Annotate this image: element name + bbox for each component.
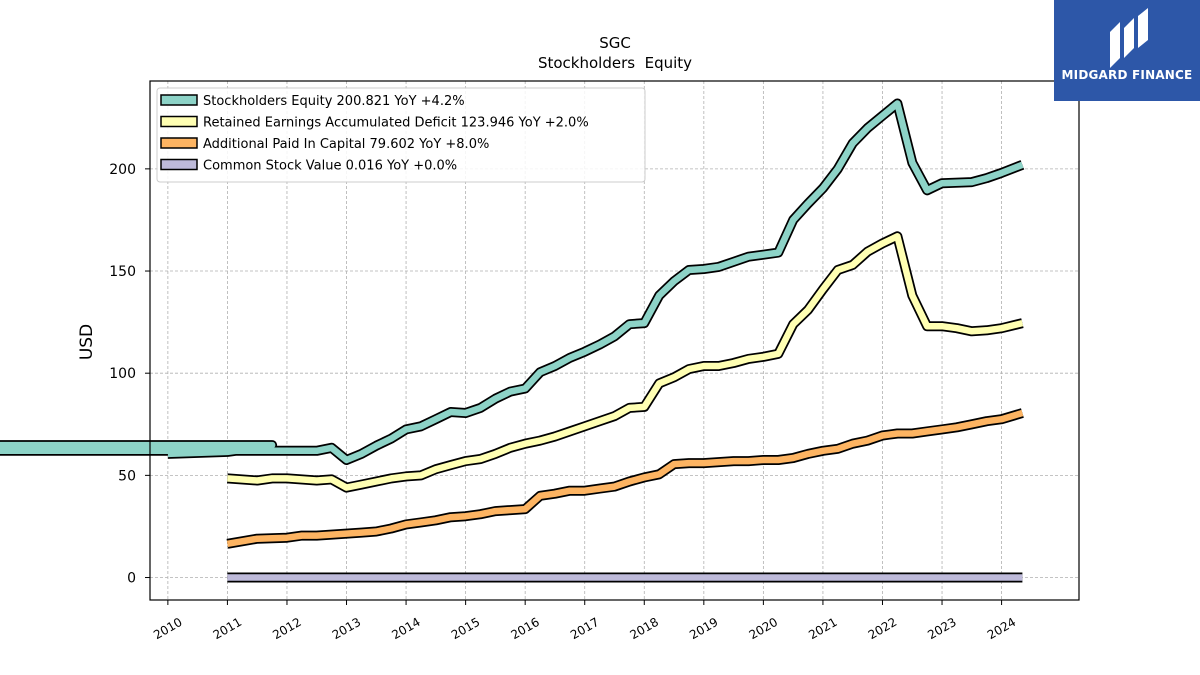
chart-subtitle: Stockholders Equity [538, 54, 692, 72]
x-ticks: 2010 2011 2012 2013 2014 2015 2016 2017 2018 2019… [151, 600, 1018, 642]
legend-entry-1: Retained Earnings Accumulated Deficit 12… [203, 116, 589, 131]
x-tick-label: 2017 [568, 615, 601, 642]
legend-entry-3: Common Stock Value 0.016 YoY +0.0% [203, 159, 457, 174]
x-tick-label: 2024 [985, 615, 1018, 642]
x-tick-label: 2020 [747, 615, 780, 642]
series-line-2 [226, 409, 1024, 548]
x-tick-label: 2012 [270, 615, 303, 642]
legend-swatch [160, 115, 198, 128]
brand-logo: MIDGARD FINANCE [1054, 0, 1200, 101]
legend-swatch [160, 94, 198, 106]
y-tick-label: 100 [109, 366, 136, 382]
series-line-1 [227, 233, 1024, 491]
x-tick-label: 2013 [330, 615, 363, 642]
y-tick-label: 200 [109, 162, 136, 178]
legend-box [156, 87, 646, 183]
series-layer [0, 98, 1025, 583]
legend-entry-0: Stockholders Equity 200.821 YoY +4.2% [203, 94, 465, 109]
y-tick-label: 0 [127, 571, 136, 587]
x-tick-label: 2015 [449, 615, 482, 642]
chart-title: SGC [599, 34, 631, 52]
x-tick-label: 2022 [866, 615, 899, 642]
x-tick-label: 2014 [389, 615, 422, 642]
y-ticks: 0 50 100 150 200 [109, 162, 150, 587]
y-tick-label: 150 [109, 264, 136, 280]
x-tick-label: 2019 [687, 615, 720, 642]
y-tick-label: 50 [118, 468, 136, 484]
x-tick-label: 2010 [151, 615, 184, 642]
plot-frame [149, 80, 1080, 601]
x-tick-label: 2023 [925, 615, 958, 642]
y-axis-label: USD [77, 324, 97, 360]
x-tick-label: 2011 [211, 615, 244, 642]
series-line-0 [0, 100, 1024, 464]
brand-mark-icon [1110, 8, 1148, 68]
brand-name: MIDGARD FINANCE [1061, 68, 1193, 82]
legend-swatch [160, 137, 198, 149]
legend-entry-2: Additional Paid In Capital 79.602 YoY +8… [203, 137, 489, 152]
legend-swatch [160, 158, 198, 171]
x-tick-label: 2021 [806, 615, 839, 642]
x-tick-label: 2018 [628, 615, 661, 642]
legend: Stockholders Equity 200.821 YoY +4.2% Ret… [156, 87, 646, 183]
x-tick-label: 2016 [508, 615, 541, 642]
